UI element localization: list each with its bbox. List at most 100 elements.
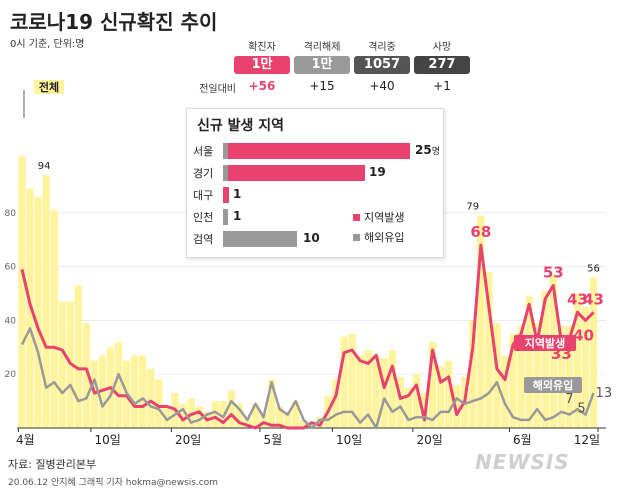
region-value: 25명 <box>415 143 440 157</box>
region-bar-imported <box>223 143 228 159</box>
region-row-seoul: 서울 25명 <box>187 143 443 159</box>
bar <box>388 349 396 428</box>
bar <box>155 379 163 428</box>
data-label: 13 <box>596 386 613 401</box>
bar <box>428 341 437 428</box>
data-label: 43 <box>567 290 588 308</box>
bar <box>332 379 340 428</box>
y-tick-label: 40 <box>5 316 17 326</box>
x-tick-label: 5월 <box>264 433 283 447</box>
region-name: 인천 <box>193 211 214 224</box>
bar <box>74 285 82 428</box>
region-row-incheon: 인천 1 <box>187 209 443 225</box>
total-label: 전체 <box>39 80 59 94</box>
bar <box>437 366 445 428</box>
source-note: 자료: 질병관리본부 <box>8 458 97 471</box>
region-bar-imported <box>223 231 297 247</box>
bar <box>308 422 316 428</box>
bar <box>163 406 171 428</box>
bar <box>469 320 477 428</box>
line-label-box <box>514 335 576 351</box>
bar <box>453 384 461 428</box>
stats-value-isolated: 1057 <box>354 56 410 74</box>
x-tick-label: 10일 <box>336 433 362 447</box>
x-tick-label: 6월 <box>513 433 532 447</box>
bar <box>227 390 235 428</box>
bar <box>589 277 598 428</box>
stats-value-released: 1만0669 <box>294 56 350 90</box>
stats-value-deaths: 277 <box>414 56 470 74</box>
region-name: 검역 <box>193 233 214 246</box>
y-tick-label: 20 <box>5 370 17 380</box>
legend-label-local: 지역발생 <box>364 211 405 224</box>
region-value: 1 <box>233 187 242 201</box>
bar <box>581 306 590 428</box>
data-label: 94 <box>38 161 51 172</box>
bar <box>380 358 388 428</box>
stats-change-isolated: +40 <box>369 79 395 93</box>
bar <box>276 406 284 428</box>
bar <box>340 336 348 428</box>
region-bar-local <box>228 165 365 181</box>
region-row-gyeonggi: 경기 19 <box>187 165 443 181</box>
bar <box>267 379 276 428</box>
stats-change-confirmed: +56 <box>248 79 276 93</box>
bar <box>139 355 147 428</box>
x-tick-label: 20일 <box>416 433 442 447</box>
bar <box>525 296 533 428</box>
bar <box>300 419 308 428</box>
region-row-daegu: 대구 1 <box>187 187 443 203</box>
stats-table: 전일대비 확진자 격리해제 격리중 사망 1만2003 1만0669 1057 … <box>190 38 490 98</box>
legend-label-imported: 해외유입 <box>364 231 405 244</box>
line-label: 해외유입 <box>533 378 573 392</box>
region-name: 대구 <box>193 189 214 202</box>
bar <box>364 349 372 428</box>
bar <box>18 156 26 428</box>
region-bar-imported <box>223 165 228 181</box>
bar <box>404 387 412 428</box>
bar <box>533 323 541 428</box>
newsis-logo: NEWSIS <box>475 450 570 474</box>
region-bar-local <box>228 143 410 159</box>
stats-change-released: +15 <box>309 79 335 93</box>
region-panel-title: 신규 발생 지역 <box>197 118 285 134</box>
y-tick-label: 80 <box>5 209 17 219</box>
credit-note: 20.06.12 안지혜 그래픽 기자 hokma@newsis.com <box>8 478 219 488</box>
legend-imported: 해외유입 <box>353 229 404 245</box>
x-tick-label: 20일 <box>175 433 201 447</box>
bar <box>573 293 582 428</box>
line-label: 지역발생 <box>525 336 565 350</box>
bar <box>557 325 565 428</box>
stats-header-deaths: 사망 <box>432 42 452 53</box>
stats-row-label: 전일대비 <box>199 84 236 95</box>
region-row-quarantine: 검역 10 <box>187 231 443 247</box>
legend-swatch-imported <box>353 233 360 241</box>
bar <box>509 333 517 428</box>
bar <box>243 417 251 428</box>
bar <box>541 290 549 428</box>
region-name: 서울 <box>193 145 214 158</box>
bar <box>412 374 421 428</box>
data-label: 79 <box>466 201 479 212</box>
series-line <box>20 327 595 430</box>
total-label-box <box>34 80 64 94</box>
page-subtitle: 0시 기준, 단위:명 <box>10 39 85 50</box>
stats-value-confirmed: 1만2003 <box>234 56 290 90</box>
bar <box>485 271 493 428</box>
region-name: 경기 <box>193 167 214 180</box>
bar <box>445 360 453 428</box>
bar <box>501 355 509 428</box>
bar <box>396 376 404 428</box>
region-value: 1 <box>233 209 242 223</box>
bar <box>251 403 260 428</box>
bar <box>292 401 300 428</box>
region-bar-imported <box>223 209 228 225</box>
stats-header-isolated: 격리중 <box>368 42 396 53</box>
bar <box>235 403 243 428</box>
bar <box>179 403 187 428</box>
legend-swatch-local <box>353 213 360 221</box>
region-value: 10 <box>303 231 320 245</box>
bar <box>82 323 90 428</box>
bar <box>147 368 155 428</box>
bar <box>284 411 292 428</box>
